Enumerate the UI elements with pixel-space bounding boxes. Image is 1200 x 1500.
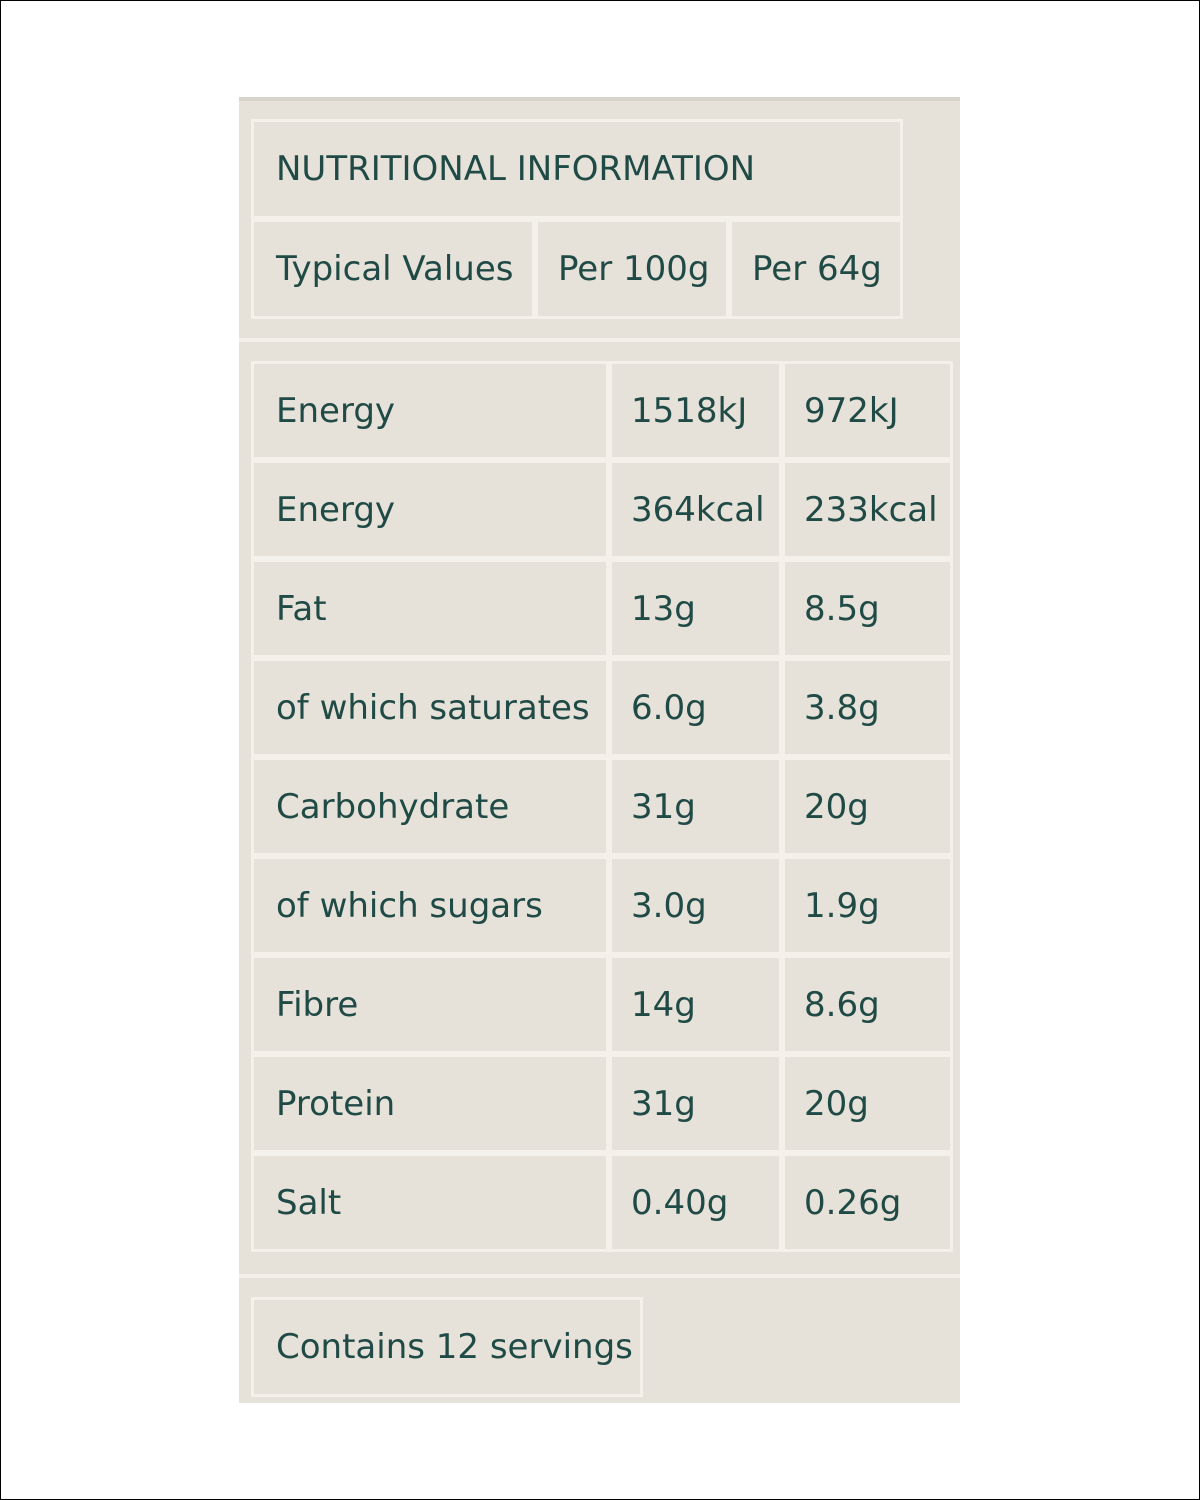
value-per-serving: 0.26g [782, 1153, 953, 1252]
nutrient-label: of which sugars [251, 856, 609, 955]
value-per-serving: 3.8g [782, 658, 953, 757]
header-per-100g: Per 100g [535, 219, 729, 319]
value-per-100g: 0.40g [609, 1153, 782, 1252]
nutrient-label: Carbohydrate [251, 757, 609, 856]
section-divider [239, 338, 960, 342]
value-per-serving: 8.5g [782, 559, 953, 658]
nutrient-label: Energy [251, 361, 609, 460]
value-per-serving: 972kJ [782, 361, 953, 460]
nutrition-title: NUTRITIONAL INFORMATION [251, 119, 903, 219]
nutrient-label: Salt [251, 1153, 609, 1252]
servings-note: Contains 12 servings [251, 1297, 643, 1397]
nutrient-label: Fibre [251, 955, 609, 1054]
value-per-100g: 31g [609, 1054, 782, 1153]
value-per-serving: 8.6g [782, 955, 953, 1054]
value-per-100g: 3.0g [609, 856, 782, 955]
value-per-100g: 1518kJ [609, 361, 782, 460]
value-per-serving: 233kcal [782, 460, 953, 559]
nutrient-label: Fat [251, 559, 609, 658]
value-per-serving: 20g [782, 757, 953, 856]
value-per-100g: 364kcal [609, 460, 782, 559]
nutrition-panel: NUTRITIONAL INFORMATION Typical Values P… [239, 97, 960, 1403]
header-typical-values: Typical Values [251, 219, 535, 319]
section-divider [239, 1274, 960, 1278]
value-per-100g: 13g [609, 559, 782, 658]
value-per-serving: 1.9g [782, 856, 953, 955]
value-per-100g: 6.0g [609, 658, 782, 757]
nutrient-label: Protein [251, 1054, 609, 1153]
nutrient-label: of which saturates [251, 658, 609, 757]
header-per-serving: Per 64g [729, 219, 903, 319]
value-per-serving: 20g [782, 1054, 953, 1153]
value-per-100g: 31g [609, 757, 782, 856]
value-per-100g: 14g [609, 955, 782, 1054]
nutrient-label: Energy [251, 460, 609, 559]
